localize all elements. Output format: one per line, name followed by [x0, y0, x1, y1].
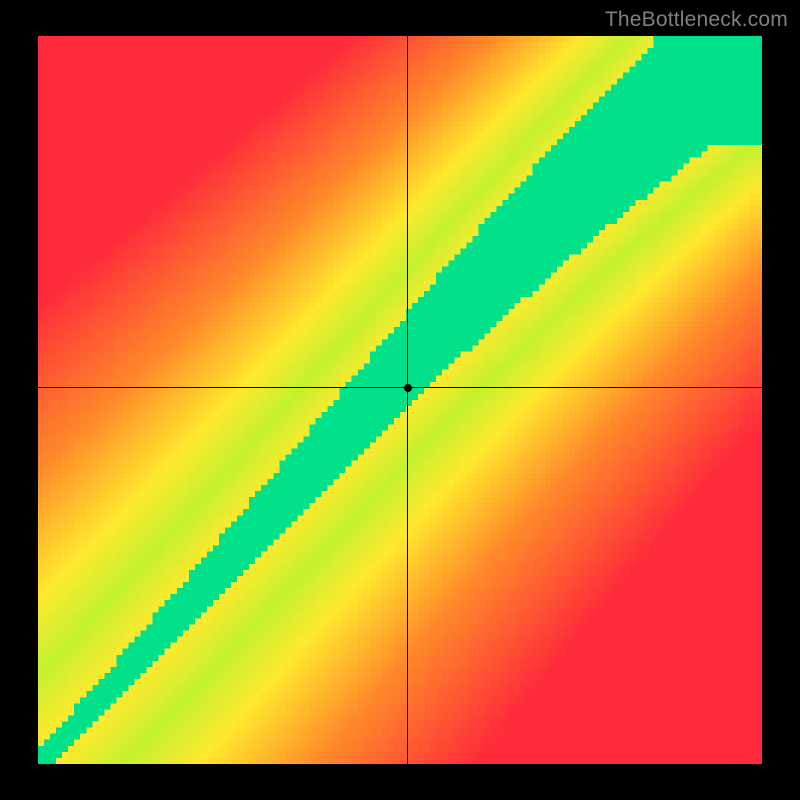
chart-frame: TheBottleneck.com: [0, 0, 800, 800]
crosshair-vertical: [407, 36, 408, 764]
heatmap-plot: [38, 36, 762, 764]
watermark-label: TheBottleneck.com: [605, 8, 788, 32]
crosshair-dot: [404, 384, 412, 392]
crosshair-horizontal: [38, 387, 762, 388]
